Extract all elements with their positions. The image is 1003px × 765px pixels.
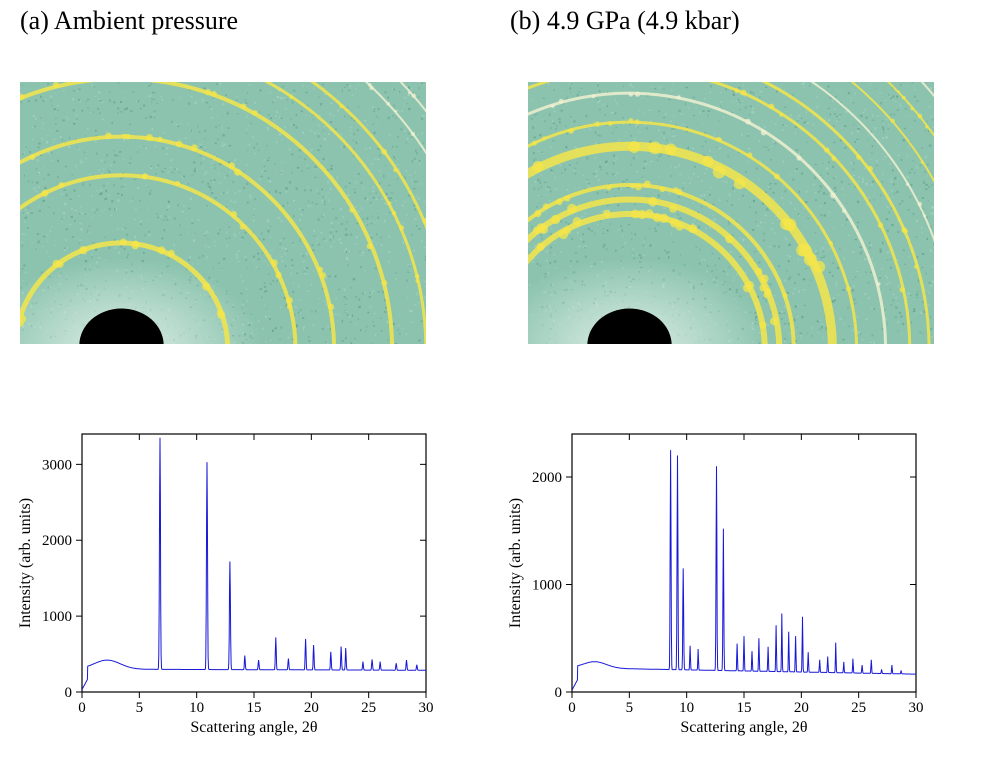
svg-text:25: 25 xyxy=(851,700,866,716)
panel-a-title: (a) Ambient pressure xyxy=(20,6,238,36)
svg-text:1000: 1000 xyxy=(42,609,72,625)
xrd-chart-a: 0 5 10 15 20 25 30 0 1000 2000 3000 Scattering angl… xyxy=(10,416,440,746)
svg-text:Scattering angle, 2θ: Scattering angle, 2θ xyxy=(190,719,317,736)
svg-text:Scattering angle, 2θ: Scattering angle, 2θ xyxy=(680,719,807,736)
svg-text:15: 15 xyxy=(737,700,752,716)
svg-text:2000: 2000 xyxy=(532,470,562,486)
svg-text:30: 30 xyxy=(419,700,434,716)
xrd-chart-b: 0 5 10 15 20 25 30 0 1000 2000 Scattering angle, 2… xyxy=(500,416,930,746)
svg-text:15: 15 xyxy=(247,700,262,716)
svg-text:0: 0 xyxy=(568,700,576,716)
svg-text:1000: 1000 xyxy=(532,578,562,594)
svg-text:Intensity (arb. units): Intensity (arb. units) xyxy=(17,498,34,628)
diffraction-image-a xyxy=(20,82,426,344)
svg-text:0: 0 xyxy=(555,685,563,701)
svg-text:2000: 2000 xyxy=(42,533,72,549)
svg-text:0: 0 xyxy=(78,700,86,716)
svg-text:20: 20 xyxy=(304,700,319,716)
figure-container: (a) Ambient pressure (b) 4.9 GPa (4.9 kb… xyxy=(0,0,1003,765)
panel-b-title: (b) 4.9 GPa (4.9 kbar) xyxy=(510,6,740,36)
diffraction-image-b xyxy=(528,82,934,344)
svg-text:10: 10 xyxy=(679,700,694,716)
panel-a-title-text: (a) Ambient pressure xyxy=(20,6,238,35)
svg-text:30: 30 xyxy=(909,700,924,716)
svg-text:0: 0 xyxy=(65,685,73,701)
svg-text:20: 20 xyxy=(794,700,809,716)
panel-b-title-text: (b) 4.9 GPa (4.9 kbar) xyxy=(510,6,740,35)
svg-text:5: 5 xyxy=(626,700,634,716)
svg-text:3000: 3000 xyxy=(42,457,72,473)
svg-text:25: 25 xyxy=(361,700,376,716)
svg-text:5: 5 xyxy=(136,700,144,716)
svg-text:10: 10 xyxy=(189,700,204,716)
svg-text:Intensity (arb. units): Intensity (arb. units) xyxy=(507,498,524,628)
